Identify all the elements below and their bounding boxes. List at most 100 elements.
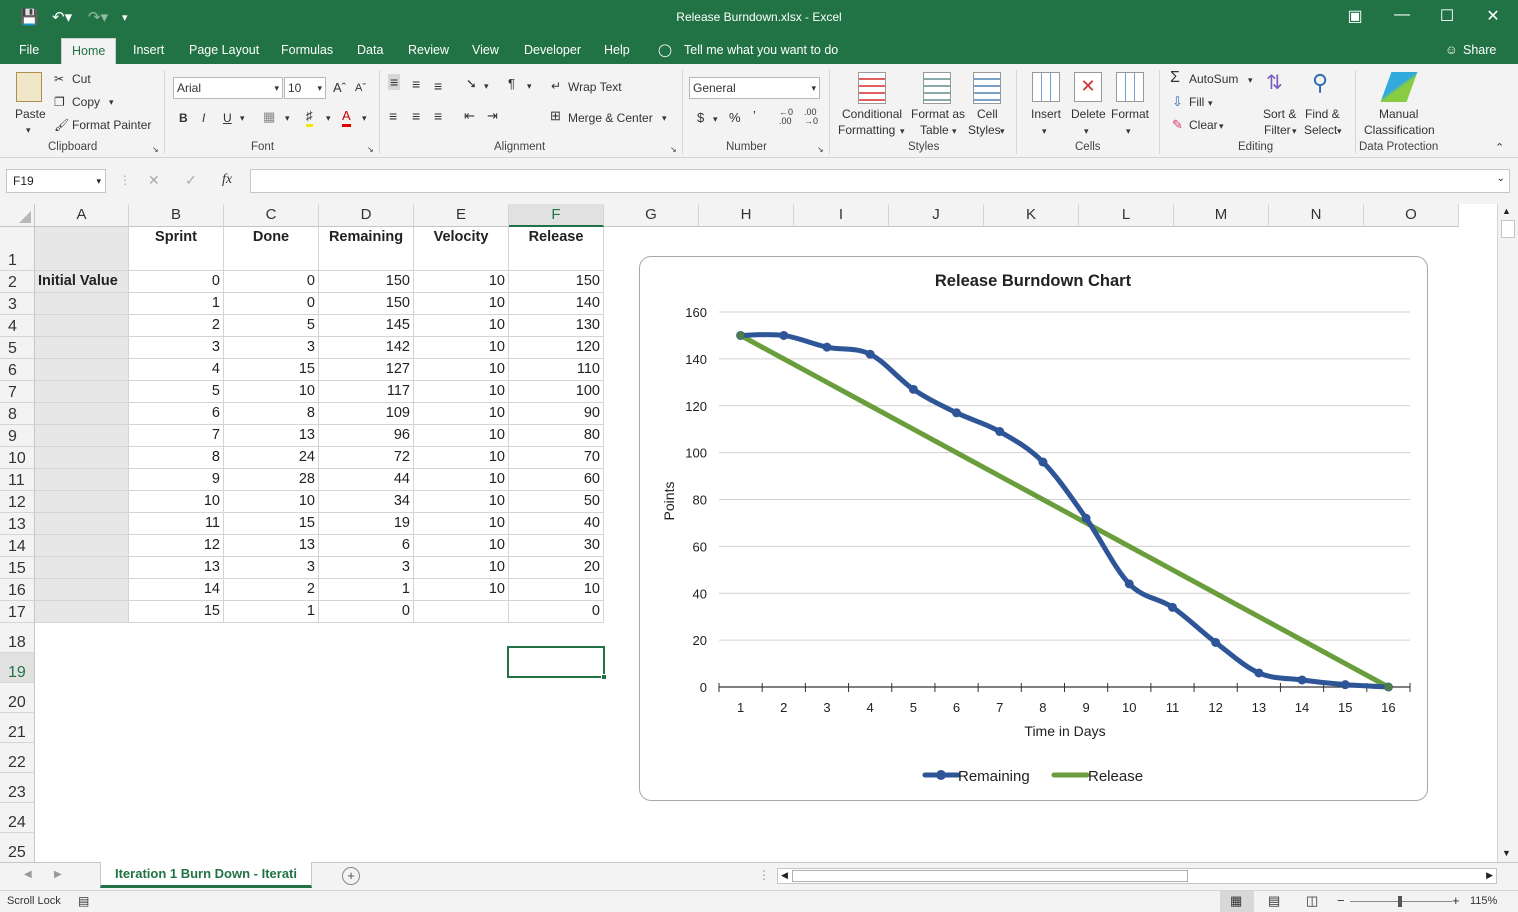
data-cell[interactable]: 4	[129, 359, 224, 381]
insert-function-icon[interactable]: fx	[222, 172, 233, 187]
align-center-icon[interactable]: ≡	[412, 108, 421, 124]
data-cell[interactable]: 6	[129, 403, 224, 425]
enter-icon[interactable]: ✓	[185, 172, 197, 188]
fill-handle[interactable]	[601, 674, 607, 680]
column-header-g[interactable]: G	[604, 204, 699, 227]
tab-split-grip-icon[interactable]: ⋮	[758, 868, 770, 882]
row-header-5[interactable]: 5	[0, 337, 35, 359]
data-cell[interactable]: 14	[129, 579, 224, 601]
font-color-icon[interactable]: A	[342, 108, 351, 127]
data-cell[interactable]: 150	[509, 271, 604, 293]
horizontal-scroll-thumb[interactable]	[792, 870, 1188, 882]
find-select-label1[interactable]: Find &	[1305, 107, 1340, 121]
row-header-21[interactable]: 21	[0, 713, 35, 743]
customize-toolbar-icon[interactable]: ▾	[122, 12, 128, 24]
data-cell[interactable]: 10	[129, 491, 224, 513]
insert-cells-button[interactable]: Insert	[1031, 107, 1062, 121]
conditional-formatting-label1[interactable]: Conditional	[842, 107, 903, 121]
cell-a3[interactable]	[35, 293, 129, 315]
burndown-chart[interactable]: Release Burndown Chart Points Time in Da…	[639, 256, 1428, 801]
data-cell[interactable]: 12	[129, 535, 224, 557]
data-cell[interactable]: 10	[414, 579, 509, 601]
delete-cells-button[interactable]: Delete	[1071, 107, 1106, 121]
data-cell[interactable]: 10	[414, 447, 509, 469]
text-direction-dropdown-icon[interactable]: ▾	[527, 81, 532, 91]
data-cell[interactable]: 10	[509, 579, 604, 601]
number-launcher-icon[interactable]: ↘	[817, 145, 824, 154]
data-cell[interactable]: 24	[224, 447, 319, 469]
tab-home[interactable]: Home	[61, 38, 117, 64]
increase-decimal-icon[interactable]: ←0.00	[779, 107, 794, 126]
fill-button[interactable]: Fill	[1189, 95, 1205, 109]
page-layout-view-icon[interactable]: ▤	[1268, 893, 1281, 908]
data-cell[interactable]: 10	[414, 425, 509, 447]
row-header-8[interactable]: 8	[0, 403, 35, 425]
merge-center-icon[interactable]: ⊞	[550, 108, 561, 123]
bold-icon[interactable]: B	[179, 111, 188, 125]
paste-dropdown-icon[interactable]: ▾	[26, 125, 31, 135]
cell-a16[interactable]	[35, 579, 129, 601]
cell-styles-icon[interactable]	[973, 72, 1001, 104]
column-header-o[interactable]: O	[1364, 204, 1459, 227]
autosum-button[interactable]: AutoSum	[1189, 72, 1239, 86]
cell-styles-label2[interactable]: Styles	[968, 123, 1001, 137]
insert-cells-icon[interactable]	[1032, 72, 1060, 102]
sheet-tab-active[interactable]: Iteration 1 Burn Down - Iterati	[100, 862, 312, 888]
paste-button[interactable]: Paste	[15, 107, 46, 121]
font-launcher-icon[interactable]: ↘	[367, 145, 374, 154]
data-cell[interactable]: 10	[224, 491, 319, 513]
data-cell[interactable]: 96	[319, 425, 414, 447]
cell-a10[interactable]	[35, 447, 129, 469]
data-cell[interactable]: 8	[129, 447, 224, 469]
autosum-icon[interactable]: Σ	[1170, 69, 1180, 86]
format-dropdown-icon[interactable]: ▾	[1126, 126, 1131, 136]
column-header-n[interactable]: N	[1269, 204, 1364, 227]
data-cell[interactable]: 10	[414, 381, 509, 403]
text-direction-icon[interactable]: ¶	[508, 76, 515, 91]
row-header-24[interactable]: 24	[0, 803, 35, 833]
data-cell[interactable]: 50	[509, 491, 604, 513]
tab-insert[interactable]: Insert	[133, 43, 165, 57]
expand-formula-bar-icon[interactable]: ⌄	[1496, 173, 1505, 184]
chart-title[interactable]: Release Burndown Chart	[935, 272, 1132, 290]
sort-filter-dropdown-icon[interactable]: ▾	[1292, 126, 1297, 136]
merge-center-button[interactable]: Merge & Center	[568, 111, 653, 125]
remaining-point[interactable]	[1254, 668, 1264, 678]
column-header-f[interactable]: F	[509, 204, 604, 227]
scroll-right-icon[interactable]: ▶	[1486, 870, 1493, 880]
insert-dropdown-icon[interactable]: ▾	[1042, 126, 1047, 136]
borders-icon[interactable]: ▦	[263, 109, 276, 124]
percent-icon[interactable]: %	[729, 110, 741, 125]
row-header-20[interactable]: 20	[0, 683, 35, 713]
cell-styles-label1[interactable]: Cell	[977, 107, 998, 121]
clear-icon[interactable]: ✎	[1172, 117, 1183, 132]
data-cell[interactable]: 10	[414, 557, 509, 579]
conditional-formatting-icon[interactable]	[858, 72, 886, 104]
sort-filter-label1[interactable]: Sort &	[1263, 107, 1297, 121]
remaining-point[interactable]	[1124, 579, 1134, 589]
font-color-dropdown-icon[interactable]: ▾	[362, 113, 367, 123]
data-cell[interactable]: 44	[319, 469, 414, 491]
active-cell-selection[interactable]	[507, 646, 607, 680]
cell-a5[interactable]	[35, 337, 129, 359]
maximize-icon[interactable]: ☐	[1439, 8, 1455, 25]
clipboard-launcher-icon[interactable]: ↘	[152, 145, 159, 154]
data-cell[interactable]: 109	[319, 403, 414, 425]
row-header-10[interactable]: 10	[0, 447, 35, 469]
data-cell[interactable]: 7	[129, 425, 224, 447]
data-cell[interactable]: 80	[509, 425, 604, 447]
row-header-6[interactable]: 6	[0, 359, 35, 381]
data-cell[interactable]: 11	[129, 513, 224, 535]
share-button[interactable]: Share	[1463, 43, 1497, 57]
data-cell[interactable]: 1	[129, 293, 224, 315]
cut-button[interactable]: Cut	[72, 72, 91, 86]
row-header-18[interactable]: 18	[0, 623, 35, 653]
comma-icon[interactable]: ’	[753, 108, 756, 123]
data-cell[interactable]: 6	[319, 535, 414, 557]
data-cell[interactable]: 60	[509, 469, 604, 491]
autosum-dropdown-icon[interactable]: ▾	[1248, 75, 1253, 85]
wrap-text-button[interactable]: Wrap Text	[568, 80, 622, 94]
increase-font-icon[interactable]: Aˆ	[333, 80, 346, 95]
data-cell[interactable]: 10	[414, 337, 509, 359]
align-bottom-icon[interactable]: ≡	[434, 78, 443, 94]
